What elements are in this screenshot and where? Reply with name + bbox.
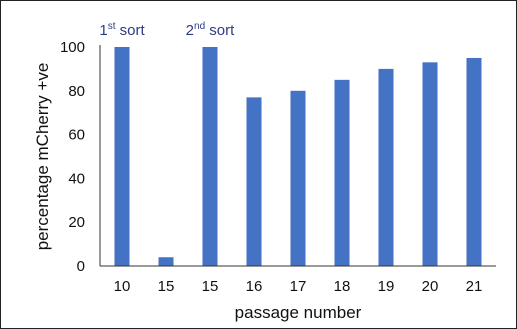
x-tick-labels: 10 15 15 16 17 18 19 20 21 — [114, 278, 483, 295]
y-tick-label-20: 20 — [68, 214, 85, 231]
bar-0 — [114, 47, 130, 266]
x-tick-label-3: 16 — [246, 278, 263, 295]
annotations: 1st sort 2nd sort — [99, 21, 235, 39]
axes-group — [99, 45, 496, 267]
y-tick-label-40: 40 — [68, 170, 85, 187]
x-tick-label-5: 18 — [334, 278, 351, 295]
annotation-0: 1st sort — [99, 21, 145, 39]
bar-7 — [422, 62, 438, 266]
bars-group — [114, 47, 482, 267]
x-tick-label-6: 19 — [378, 278, 395, 295]
bar-5 — [334, 79, 350, 266]
y-axis-title: percentage mCherry +ve — [33, 63, 52, 251]
bar-4 — [290, 90, 306, 266]
x-tick-label-4: 17 — [290, 278, 307, 295]
x-axis-title: passage number — [235, 303, 362, 322]
bar-8 — [466, 57, 482, 267]
bar-1 — [158, 257, 174, 266]
x-tick-label-1: 15 — [158, 278, 175, 295]
bar-6 — [378, 68, 394, 267]
y-tick-label-60: 60 — [68, 127, 85, 144]
y-tick-label-0: 0 — [77, 258, 85, 275]
annotation-1: 2nd sort — [186, 21, 235, 39]
y-tick-labels: 0 20 40 60 80 100 — [60, 39, 85, 275]
bar-3 — [246, 97, 262, 267]
y-tick-label-100: 100 — [60, 39, 85, 56]
x-tick-label-7: 20 — [422, 278, 439, 295]
bar-2 — [202, 47, 218, 266]
x-tick-label-8: 21 — [466, 278, 483, 295]
y-tick-label-80: 80 — [68, 83, 85, 100]
x-tick-label-2: 15 — [202, 278, 219, 295]
x-tick-label-0: 10 — [114, 278, 131, 295]
